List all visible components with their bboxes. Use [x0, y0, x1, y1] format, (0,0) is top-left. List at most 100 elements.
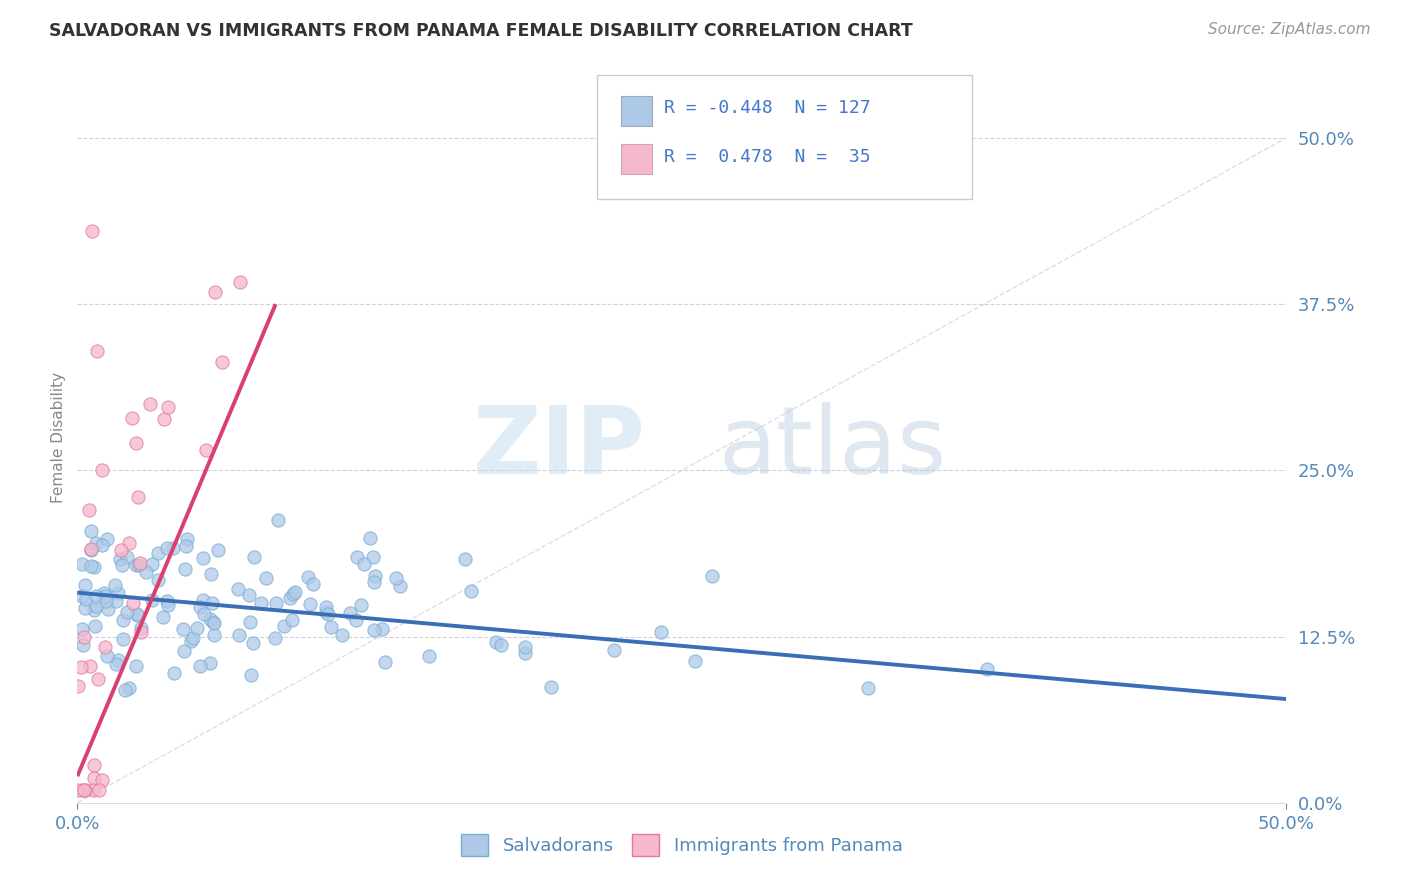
Point: [84, 536, 107, 550]
Point: [280, 591, 302, 606]
Point: [193, 607, 215, 621]
Point: [385, 571, 408, 585]
Point: [93, 586, 115, 600]
Text: ZIP: ZIP: [472, 402, 645, 494]
Point: [264, 596, 287, 610]
Point: [118, 681, 141, 695]
Point: [80, 542, 103, 557]
Point: [156, 593, 179, 607]
Point: [315, 605, 337, 619]
Point: [83, 603, 105, 617]
Point: [90, 463, 112, 477]
Point: [264, 631, 287, 645]
Point: [540, 680, 562, 694]
Point: [513, 647, 536, 661]
Point: [315, 600, 337, 615]
Point: [111, 558, 134, 573]
Point: [70, 782, 93, 797]
Point: [125, 436, 148, 450]
Point: [121, 596, 143, 610]
Point: [201, 596, 224, 610]
Point: [90, 538, 112, 552]
Point: [83, 619, 105, 633]
Point: [650, 624, 672, 639]
Point: [80, 559, 103, 574]
Point: [162, 541, 184, 555]
Point: [82, 782, 104, 797]
Point: [84, 599, 107, 613]
Point: [491, 638, 513, 652]
Point: [75, 782, 97, 797]
Point: [198, 657, 221, 671]
Text: Source: ZipAtlas.com: Source: ZipAtlas.com: [1208, 22, 1371, 37]
Point: [104, 578, 127, 592]
Point: [83, 560, 105, 574]
Point: [353, 557, 375, 571]
Point: [297, 570, 319, 584]
Point: [118, 536, 141, 550]
Point: [70, 558, 93, 572]
Point: [107, 653, 129, 667]
Point: [66, 782, 89, 797]
Point: [73, 630, 96, 644]
Point: [180, 633, 202, 648]
Point: [181, 631, 204, 645]
Point: [80, 224, 103, 238]
Point: [976, 662, 998, 676]
Point: [173, 562, 195, 576]
Text: R =  0.478  N =  35: R = 0.478 N = 35: [664, 148, 870, 166]
Text: atlas: atlas: [718, 402, 946, 494]
Point: [94, 640, 117, 654]
Point: [111, 613, 134, 627]
Point: [70, 589, 93, 603]
Point: [603, 643, 626, 657]
Point: [284, 585, 307, 599]
Point: [281, 587, 304, 601]
Point: [127, 607, 149, 621]
FancyBboxPatch shape: [621, 96, 652, 126]
Point: [202, 615, 225, 629]
Point: [388, 579, 411, 593]
Point: [330, 628, 353, 642]
Point: [172, 622, 194, 636]
Point: [484, 635, 506, 649]
Point: [125, 659, 148, 673]
Point: [80, 524, 103, 538]
Point: [121, 410, 143, 425]
FancyBboxPatch shape: [598, 75, 972, 200]
Point: [110, 543, 132, 558]
Point: [73, 782, 96, 797]
Point: [135, 566, 157, 580]
Point: [254, 571, 277, 585]
Point: [163, 665, 186, 680]
Point: [127, 490, 149, 504]
Point: [139, 397, 162, 411]
Point: [75, 578, 97, 592]
Point: [374, 655, 396, 669]
Point: [104, 657, 127, 672]
Point: [188, 600, 211, 615]
Point: [87, 672, 110, 686]
Point: [228, 582, 250, 596]
Point: [460, 583, 482, 598]
Point: [454, 551, 477, 566]
Point: [129, 621, 152, 635]
Point: [111, 632, 134, 647]
Point: [193, 551, 215, 566]
Point: [188, 658, 211, 673]
Point: [157, 599, 180, 613]
Point: [239, 615, 262, 630]
Point: [191, 592, 214, 607]
Point: [117, 605, 139, 619]
Point: [80, 543, 103, 558]
Point: [115, 549, 138, 564]
Point: [94, 589, 117, 603]
Point: [176, 532, 198, 546]
Point: [79, 503, 101, 517]
Point: [86, 589, 108, 603]
Point: [339, 607, 361, 621]
Point: [186, 621, 208, 635]
Point: [75, 592, 97, 607]
Point: [418, 648, 440, 663]
Point: [83, 771, 105, 785]
